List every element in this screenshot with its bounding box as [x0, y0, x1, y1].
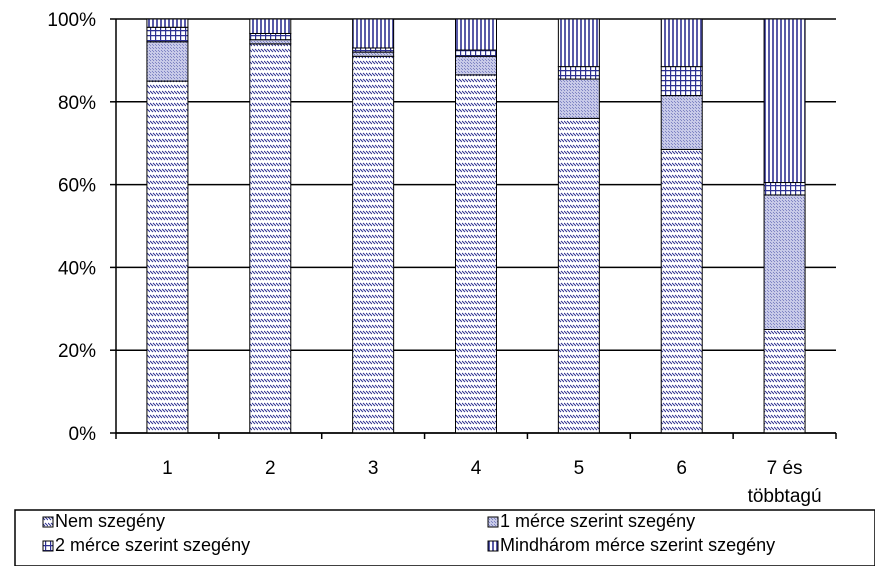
legend-label: 1 mérce szerint szegény [500, 511, 695, 531]
y-tick-label: 20% [58, 341, 96, 362]
bar-segment [249, 43, 292, 434]
bar-segment [660, 66, 703, 97]
bar-segment [455, 49, 497, 57]
legend-swatch [487, 516, 499, 528]
bar-segment [455, 18, 497, 51]
bar-segment [763, 182, 806, 196]
x-tick-label: 4 [471, 458, 482, 479]
bar-segment [249, 39, 292, 45]
bar-segment [249, 32, 292, 41]
bar-segment [763, 329, 806, 434]
legend-box [14, 509, 875, 566]
x-tick-labels: 1 2 3 4 5 6 7 és többtagú [162, 458, 821, 507]
bars [146, 18, 806, 434]
bar-segment [763, 18, 806, 184]
y-tick-label: 60% [58, 176, 96, 197]
bar-segment [146, 26, 189, 43]
bar-segment [352, 51, 395, 57]
y-tick-label: 0% [69, 424, 97, 445]
legend-swatch [42, 540, 54, 552]
bar-segment [660, 95, 703, 150]
bar-segment [352, 47, 395, 53]
x-tick-label: 1 [162, 458, 173, 479]
x-tick-label: 7 és többtagú [748, 458, 822, 507]
x-tick-label: 2 [265, 458, 276, 479]
legend-label: Nem szegény [55, 511, 165, 531]
legend-swatch [42, 516, 54, 528]
bar-segment [352, 18, 395, 49]
bar-segment [352, 55, 395, 434]
legend-swatch [487, 540, 499, 552]
y-tick-label: 100% [47, 10, 96, 31]
y-tick-labels: 0% 20% 40% 60% 80% 100% [47, 10, 96, 445]
bar-segment [146, 80, 189, 434]
y-tick-label: 40% [58, 258, 96, 279]
bar-segment [660, 18, 703, 68]
bar-segment [557, 117, 600, 434]
bar-segment [557, 78, 600, 119]
bar-segment [146, 18, 189, 28]
y-tick-label: 80% [58, 93, 96, 114]
bar-segment [557, 18, 600, 68]
bar-segment [763, 194, 806, 330]
bar-segment [249, 18, 292, 34]
legend: Nem szegény 1 mérce szerint szegény 2 mérc… [14, 509, 875, 566]
legend-label: 2 mérce szerint szegény [55, 535, 250, 555]
x-tick-label: 5 [574, 458, 585, 479]
bar-segment [455, 74, 497, 434]
bar-segment [557, 66, 600, 80]
axes [110, 18, 837, 439]
bar-segment [146, 41, 189, 82]
legend-label: Mindhárom mérce szerint szegény [500, 535, 775, 555]
bar-segment [660, 148, 703, 434]
bar-segment [455, 55, 497, 76]
x-tick-label: 6 [676, 458, 687, 479]
x-tick-label: 3 [368, 458, 379, 479]
